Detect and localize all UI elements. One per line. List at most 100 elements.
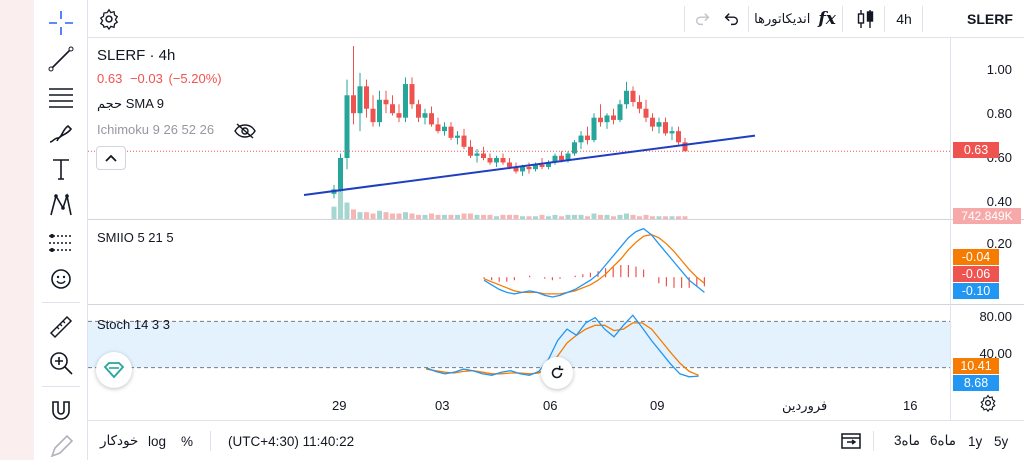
toolbar-divider [42, 302, 80, 303]
candle-body [650, 117, 655, 127]
auto-scale-button[interactable]: خودکار [100, 433, 139, 448]
redo-button[interactable] [688, 0, 718, 38]
range-3m[interactable]: 3ماه [894, 433, 920, 448]
reset-scale-button[interactable] [541, 357, 573, 389]
candle-body [351, 95, 356, 114]
zoom-in-icon [50, 352, 73, 375]
legend-change: −0.03 [129, 71, 163, 86]
stoch-legend[interactable]: Stoch 14 3 3 [97, 317, 170, 332]
candle-body [409, 84, 415, 105]
zoom-tool[interactable] [42, 348, 80, 378]
volume-bar [526, 216, 532, 219]
chart-settings-button[interactable] [979, 394, 999, 414]
candle-body [481, 153, 486, 158]
candle-body [500, 158, 506, 163]
smiley-icon [51, 269, 71, 289]
trendline-icon [48, 46, 74, 72]
toolbar-divider-2 [42, 386, 80, 387]
price-axis[interactable]: 1.00 0.80 0.60 0.40 0.63 742.849K 0.20 -… [950, 38, 1024, 420]
brush-tool[interactable] [42, 118, 80, 148]
volume-bar [344, 202, 350, 219]
candle-body [637, 102, 642, 109]
trendline-tool[interactable] [42, 44, 80, 74]
fx-icon: fx [818, 9, 836, 29]
magnet-icon [52, 401, 70, 420]
log-scale-button[interactable]: log [148, 433, 167, 449]
edit-tool[interactable] [42, 432, 80, 460]
candle-body [357, 86, 363, 114]
text-icon [53, 159, 69, 180]
legend-volume-sma[interactable]: حجم SMA 9 [97, 96, 165, 111]
undo-button[interactable] [716, 0, 746, 38]
volume-bar [598, 214, 603, 219]
range-1y[interactable]: 1y [968, 433, 983, 449]
volume-bar [630, 214, 636, 219]
volume-bar [591, 213, 597, 219]
candle-body [338, 158, 343, 190]
candle-body [474, 153, 480, 156]
measure-tool[interactable] [42, 228, 80, 258]
symbol-button[interactable]: SLERF [960, 0, 1020, 38]
volume-bar [468, 213, 473, 219]
legend-ichimoku[interactable]: Ichimoku 9 26 52 26 [97, 122, 256, 139]
volume-bar [578, 214, 584, 219]
candle-body [526, 166, 532, 170]
volume-bar [624, 213, 629, 219]
volume-bar [364, 212, 369, 219]
smio-badge-orange: -0.04 [953, 249, 999, 265]
fib-retracement-icon [49, 88, 73, 108]
volume-bar [500, 214, 506, 219]
volume-bar [409, 213, 415, 219]
volume-bar [357, 212, 363, 219]
indicators-button[interactable]: اندیکاتورها fx [752, 0, 838, 38]
stoch-tick: 40.00 [979, 346, 1012, 361]
volume-bar [552, 214, 558, 219]
eye-hidden-icon[interactable] [233, 123, 256, 139]
volume-bar [585, 216, 590, 219]
percent-scale-button[interactable]: % [181, 433, 194, 449]
ruler-tool[interactable] [42, 312, 80, 342]
crosshair-tool[interactable] [42, 8, 80, 38]
legend-price-row: 0.63 −0.03 (−5.20%) [97, 71, 222, 86]
time-tick: 29 [332, 398, 347, 413]
logo-button[interactable] [96, 352, 132, 388]
candle-body [585, 135, 590, 141]
smio-badge-blue: -0.10 [953, 283, 999, 299]
pattern-tool[interactable] [42, 190, 80, 220]
volume-bar [494, 216, 499, 219]
icons-tool[interactable] [42, 264, 80, 294]
range-6m[interactable]: 6ماه [930, 433, 956, 448]
volume-bar [403, 212, 408, 219]
candle-body [455, 135, 460, 138]
text-tool[interactable] [42, 154, 80, 184]
range-5y[interactable]: 5y [994, 433, 1009, 449]
volume-bar [331, 206, 337, 219]
fib-tool[interactable] [42, 82, 80, 112]
smio-legend[interactable]: SMIIO 5 21 5 [97, 230, 174, 245]
candle-body [364, 86, 369, 109]
pane-separator-1[interactable] [88, 219, 1024, 220]
price-tick: 0.80 [986, 106, 1012, 121]
candle-body [624, 90, 629, 105]
timezone-button[interactable]: (UTC+4:30) 11:40:22 [228, 433, 355, 449]
volume-bar [507, 214, 512, 219]
candle-body [604, 115, 610, 123]
date-range-button[interactable] [841, 421, 861, 460]
rotate-icon [551, 365, 564, 379]
time-tick: 09 [650, 398, 665, 413]
stoch-k-line [425, 314, 699, 378]
brush-icon [49, 124, 73, 143]
interval-button[interactable]: 4h [888, 0, 920, 38]
chart-canvas[interactable] [88, 38, 950, 420]
collapse-legend-button[interactable] [96, 146, 126, 170]
candle-body [669, 131, 675, 134]
volume-bar [539, 214, 545, 219]
logo-icon [103, 362, 125, 379]
volume-bar [377, 210, 382, 219]
candle-body [390, 104, 395, 114]
redo-icon [695, 13, 710, 26]
magnet-tool[interactable] [42, 396, 80, 426]
chart-type-button[interactable] [852, 0, 880, 38]
settings-button[interactable] [94, 0, 124, 38]
pane-separator-2[interactable] [88, 304, 1024, 305]
